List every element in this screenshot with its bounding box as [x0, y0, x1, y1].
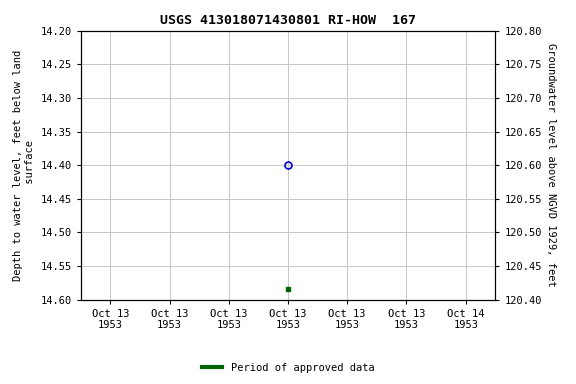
- Y-axis label: Depth to water level, feet below land
 surface: Depth to water level, feet below land su…: [13, 50, 35, 281]
- Title: USGS 413018071430801 RI-HOW  167: USGS 413018071430801 RI-HOW 167: [160, 14, 416, 27]
- Legend: Period of approved data: Period of approved data: [198, 359, 378, 377]
- Y-axis label: Groundwater level above NGVD 1929, feet: Groundwater level above NGVD 1929, feet: [546, 43, 556, 287]
